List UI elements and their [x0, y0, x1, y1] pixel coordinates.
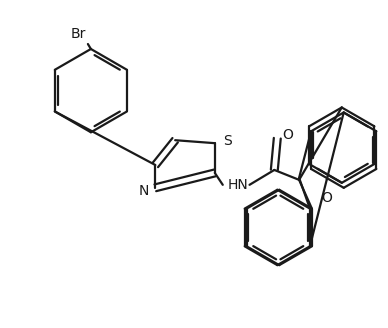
Text: Br: Br	[71, 27, 86, 41]
Text: S: S	[223, 134, 232, 148]
Text: O: O	[321, 191, 332, 205]
Text: HN: HN	[227, 178, 248, 192]
Text: N: N	[139, 184, 149, 198]
Text: O: O	[282, 128, 293, 142]
